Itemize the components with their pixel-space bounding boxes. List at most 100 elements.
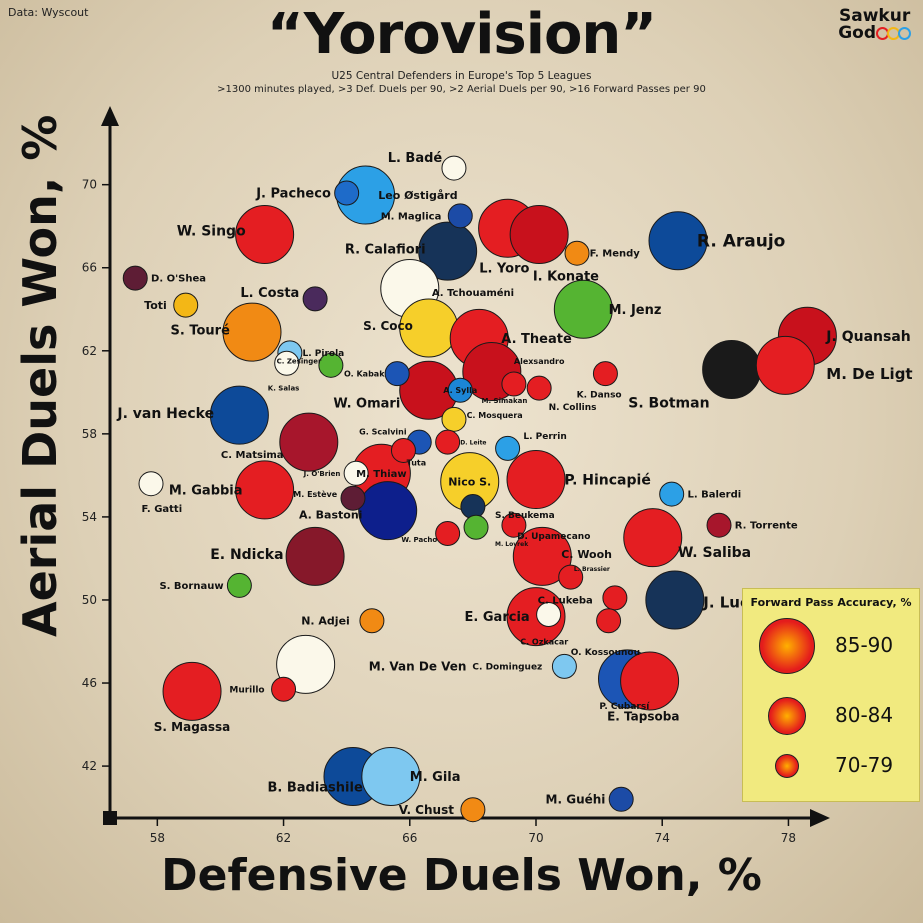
player-bubble: [235, 460, 295, 520]
player-label: N. Adjei: [301, 615, 350, 628]
brand-logo: Sawkur God: [838, 8, 911, 42]
player-label: C. Dominguez: [472, 663, 542, 673]
y-tick-label: 46: [82, 676, 97, 690]
player-label: C. Matsima: [221, 450, 284, 461]
player-bubble: [501, 371, 527, 397]
legend-item-large: 85-90: [743, 615, 919, 675]
player-label: S. Botman: [628, 396, 709, 412]
legend-label-large: 85-90: [835, 633, 894, 657]
y-tick-label: 62: [82, 344, 97, 358]
player-bubble: [418, 221, 478, 281]
player-bubble: [509, 205, 569, 265]
player-label: J. O'Brien: [303, 470, 341, 478]
player-label: L. Yoro: [479, 261, 529, 276]
player-bubble: [645, 570, 705, 630]
legend-circle-medium-icon: [768, 697, 806, 735]
x-tick-label: 66: [402, 831, 417, 845]
y-tick-label: 58: [82, 427, 97, 441]
player-bubble: [173, 292, 199, 318]
player-bubble: [361, 746, 421, 806]
player-label: M. De Ligt: [826, 365, 912, 383]
player-bubble: [441, 155, 467, 181]
player-bubble: [460, 494, 486, 520]
player-label: J. Quansah: [825, 329, 910, 345]
player-label: A. Theate: [501, 332, 572, 347]
player-bubble: [536, 602, 562, 628]
player-label: M. Van De Ven: [369, 660, 467, 674]
player-label: M. Guéhi: [546, 793, 606, 807]
player-label: J. van Hecke: [116, 406, 214, 422]
y-tick-label: 70: [82, 178, 97, 192]
player-bubble: [318, 352, 344, 378]
player-bubble: [390, 437, 416, 463]
brand-line2: God: [838, 23, 876, 43]
size-legend: Forward Pass Accuracy, % 85-90 80-84 70-…: [742, 588, 920, 802]
player-label: C. Lukeba: [538, 595, 593, 606]
player-label: P. Cubarsí: [599, 702, 650, 712]
player-label: R. Torrente: [735, 521, 798, 532]
player-bubble: [512, 526, 572, 586]
player-label: N. Collins: [549, 403, 597, 413]
y-tick-label: 42: [82, 759, 97, 773]
x-tick-label: 62: [276, 831, 291, 845]
player-label: S. Bornauw: [159, 581, 223, 592]
player-label: Leo Østigård: [378, 189, 457, 202]
player-label: S. Magassa: [154, 720, 231, 734]
player-label: Alexsandro: [514, 357, 565, 366]
player-label: L. Pirola: [302, 349, 344, 359]
player-bubble: [162, 661, 222, 721]
player-bubble: [222, 302, 282, 362]
player-label: M. Simakan: [481, 397, 527, 405]
player-label: M. Lovrek: [495, 541, 529, 548]
player-bubble: [441, 406, 467, 432]
player-bubble: [551, 653, 577, 679]
player-label: O. Kossounou: [571, 648, 640, 658]
x-tick-label: 74: [655, 831, 670, 845]
player-bubble: [596, 608, 622, 634]
player-label: C. Mosquera: [467, 411, 523, 420]
player-bubble: [558, 564, 584, 590]
player-label: S. Coco: [363, 319, 413, 333]
player-bubble: [384, 361, 410, 387]
player-bubble: [463, 514, 489, 540]
player-label: K. Salas: [268, 385, 300, 393]
x-tick-label: 58: [150, 831, 165, 845]
player-label: L. Brassier: [574, 566, 610, 573]
player-label: A. Bastoni: [299, 509, 363, 522]
legend-label-medium: 80-84: [835, 703, 894, 727]
player-label: W. Pacho: [401, 536, 437, 544]
player-bubble: [340, 485, 366, 511]
player-label: M. Thiaw: [356, 469, 407, 480]
player-label: R. Araujo: [697, 232, 785, 252]
player-label: C. Wooh: [561, 548, 612, 561]
player-label: L. Badé: [388, 151, 443, 166]
player-label: D. Leite: [460, 439, 486, 446]
player-label: M. Gabbia: [169, 483, 243, 498]
player-bubble: [460, 797, 486, 823]
player-label: G. Scalvini: [359, 428, 407, 437]
player-bubble: [592, 361, 618, 387]
player-bubble: [435, 521, 461, 547]
player-bubble: [526, 375, 552, 401]
player-label: D. Upamecano: [517, 532, 590, 542]
player-bubble: [506, 450, 566, 510]
player-bubble: [501, 512, 527, 538]
chart-title: “Yorovision”: [266, 2, 657, 67]
player-bubble: [359, 608, 385, 634]
player-bubble: [702, 339, 762, 399]
player-bubble: [495, 435, 521, 461]
player-label: Toti: [144, 299, 167, 312]
player-label: W. Singo: [177, 223, 246, 239]
player-label: K. Danso: [577, 391, 622, 401]
player-label: R. Calafiori: [345, 243, 426, 258]
player-label: S. Touré: [171, 324, 231, 339]
player-bubble: [276, 634, 336, 694]
player-bubble: [302, 286, 328, 312]
x-axis-label: Defensive Duels Won, %: [161, 850, 762, 901]
x-tick-label: 78: [781, 831, 796, 845]
player-label: M. Maglica: [381, 211, 442, 222]
player-label: Nico S.: [448, 475, 491, 488]
player-bubble: [755, 335, 815, 395]
y-axis-arrow-icon: [101, 106, 119, 126]
player-label: M. Gila: [410, 770, 461, 785]
